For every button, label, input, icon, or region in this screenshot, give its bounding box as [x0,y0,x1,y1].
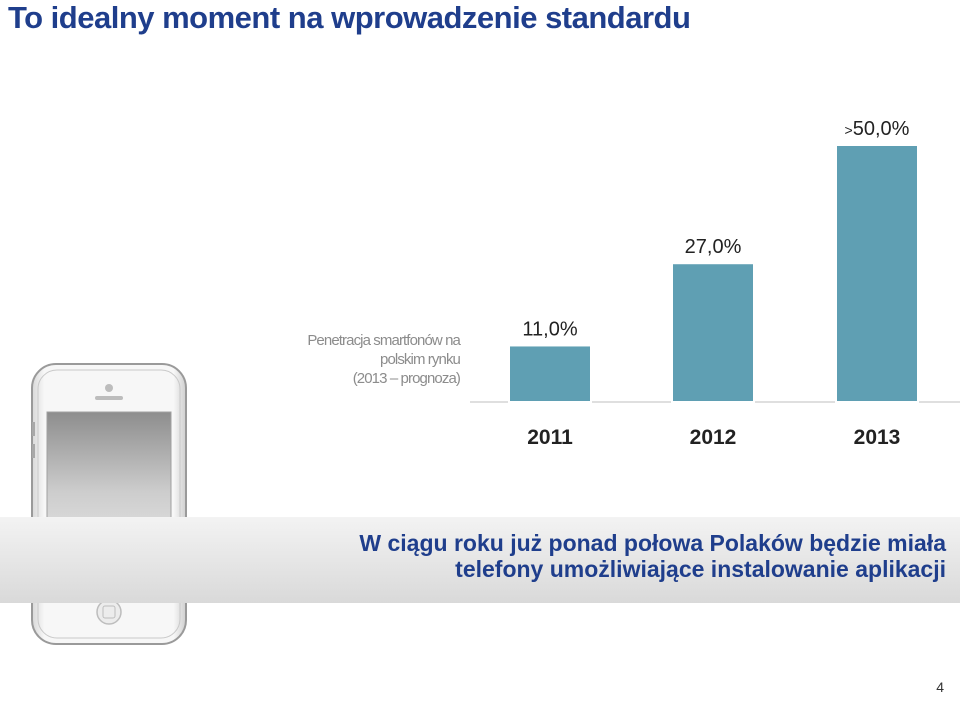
x-tick-label: 2011 [527,426,573,449]
data-label: 27,0% [685,236,742,258]
headline-line: telefony umożliwiające instalowanie apli… [455,556,946,582]
headline-band [0,517,960,603]
data-label: 11,0% [522,318,577,340]
chart-description-line: Penetracja smartfonów na [307,332,461,349]
headline-line: W ciągu roku już ponad połowa Polaków bę… [359,530,946,556]
chart-description-line: polskim rynku [380,351,461,368]
bar-2013 [835,144,919,403]
x-tick-label: 2012 [690,426,737,449]
page-number: 4 [936,679,944,695]
chart-description-line: (2013 – prognoza) [352,370,461,387]
headline: W ciągu roku już ponad połowa Polaków bę… [359,530,946,582]
bar-chart: 11,0% 2011 27,0% 2012 >50,0% 2013 [470,118,960,449]
page-title: To idealny moment na wprowadzenie standa… [8,0,691,35]
data-label: >50,0% [845,118,910,140]
bar-2011 [508,344,592,403]
x-tick-label: 2013 [854,426,901,449]
bar-2012 [671,262,755,403]
chart-description: Penetracja smartfonów na polskim rynku (… [307,331,461,388]
